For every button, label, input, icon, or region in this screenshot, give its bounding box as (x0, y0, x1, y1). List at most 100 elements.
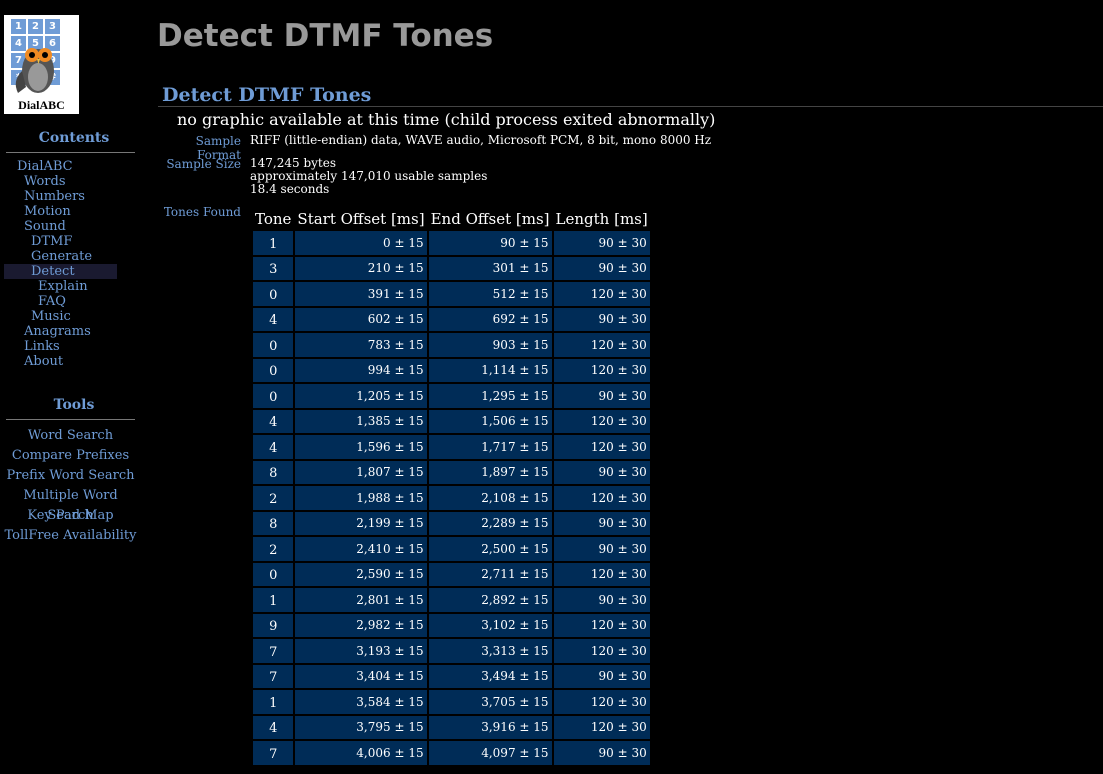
table-row: 1 3,584 ± 15 3,705 ± 15 120 ± 30 (253, 690, 650, 714)
keypad-key: 7 (11, 53, 26, 68)
section-title: Detect DTMF Tones (162, 84, 372, 106)
start-offset-cell: 3,404 ± 15 (295, 664, 427, 688)
end-offset-cell: 90 ± 15 (428, 231, 552, 255)
start-offset-cell: 2,199 ± 15 (295, 511, 427, 535)
keypad-key: 6 (45, 36, 60, 51)
length-cell: 120 ± 30 (553, 409, 650, 433)
no-graphic-message: no graphic available at this time (child… (177, 110, 716, 129)
start-offset-cell: 994 ± 15 (295, 358, 427, 382)
end-offset-cell: 2,108 ± 15 (428, 486, 552, 510)
sidebar-item-dialabc[interactable]: DialABC (17, 159, 73, 174)
tool-link-multiple-word-search[interactable]: Multiple Word Search (23, 488, 118, 523)
sample-size-samples: approximately 147,010 usable samples (250, 169, 488, 183)
table-row: 3 210 ± 15 301 ± 15 90 ± 30 (253, 256, 650, 280)
tone-cell: 2 (253, 486, 294, 510)
end-offset-cell: 512 ± 15 (428, 282, 552, 306)
length-cell: 90 ± 30 (553, 231, 650, 255)
table-row: 4 1,385 ± 15 1,506 ± 15 120 ± 30 (253, 409, 650, 433)
length-cell: 90 ± 30 (553, 460, 650, 484)
sidebar-item-explain[interactable]: Explain (38, 279, 88, 294)
length-cell: 120 ± 30 (553, 562, 650, 586)
tone-cell: 0 (253, 333, 294, 357)
end-offset-cell: 692 ± 15 (428, 307, 552, 331)
sidebar-item-links[interactable]: Links (24, 339, 60, 354)
keypad-key: 1 (11, 19, 26, 34)
tool-link-tollfree-availability[interactable]: TollFree Availability (4, 528, 137, 543)
tone-cell: 0 (253, 562, 294, 586)
start-offset-cell: 3,193 ± 15 (295, 639, 427, 663)
table-row: 0 391 ± 15 512 ± 15 120 ± 30 (253, 282, 650, 306)
sample-format-value: RIFF (little-endian) data, WAVE audio, M… (250, 133, 712, 147)
sidebar-item-detect[interactable]: Detect (4, 264, 117, 279)
tone-cell: 7 (253, 664, 294, 688)
tool-link-key-pad-map[interactable]: Key Pad Map (27, 508, 114, 523)
end-offset-cell: 3,313 ± 15 (428, 639, 552, 663)
end-offset-cell: 3,705 ± 15 (428, 690, 552, 714)
table-row: 9 2,982 ± 15 3,102 ± 15 120 ± 30 (253, 613, 650, 637)
page-title: Detect DTMF Tones (157, 18, 494, 54)
tone-cell: 1 (253, 588, 294, 612)
sidebar-item-music[interactable]: Music (31, 309, 71, 324)
tools-divider (6, 419, 135, 420)
table-row: 4 1,596 ± 15 1,717 ± 15 120 ± 30 (253, 435, 650, 459)
keypad-key: 5 (28, 36, 43, 51)
tool-link-compare-prefixes[interactable]: Compare Prefixes (11, 448, 130, 463)
sidebar-item-numbers[interactable]: Numbers (24, 189, 85, 204)
end-offset-cell: 1,717 ± 15 (428, 435, 552, 459)
start-offset-cell: 391 ± 15 (295, 282, 427, 306)
sidebar-item-generate[interactable]: Generate (31, 249, 93, 264)
length-cell: 120 ± 30 (553, 435, 650, 459)
table-row: 0 783 ± 15 903 ± 15 120 ± 30 (253, 333, 650, 357)
tone-cell: 7 (253, 741, 294, 765)
tone-cell: 7 (253, 639, 294, 663)
contents-nav: DialABC Words Numbers Motion Sound DTMF Genera… (0, 159, 148, 369)
sidebar-item-motion[interactable]: Motion (24, 204, 71, 219)
start-offset-cell: 1,205 ± 15 (295, 384, 427, 408)
start-offset-cell: 1,807 ± 15 (295, 460, 427, 484)
tone-cell: 8 (253, 460, 294, 484)
table-row: 7 4,006 ± 15 4,097 ± 15 90 ± 30 (253, 741, 650, 765)
table-row: 1 2,801 ± 15 2,892 ± 15 90 ± 30 (253, 588, 650, 612)
start-offset-cell: 2,590 ± 15 (295, 562, 427, 586)
start-offset-cell: 2,801 ± 15 (295, 588, 427, 612)
sample-size-duration: 18.4 seconds (250, 182, 330, 196)
sidebar-item-anagrams[interactable]: Anagrams (24, 324, 91, 339)
sidebar-item-sound[interactable]: Sound (24, 219, 66, 234)
tone-cell: 9 (253, 613, 294, 637)
contents-heading: Contents (38, 130, 110, 146)
sample-format-label: Sample Format (195, 134, 241, 162)
tools-nav: Word Search Compare Prefixes Prefix Word S… (0, 426, 141, 546)
start-offset-cell: 2,982 ± 15 (295, 613, 427, 637)
length-cell: 120 ± 30 (553, 486, 650, 510)
tool-link-word-search[interactable]: Word Search (27, 428, 114, 443)
header-tone: Tone (253, 209, 294, 229)
sidebar-item-faq[interactable]: FAQ (38, 294, 66, 309)
tone-cell: 3 (253, 256, 294, 280)
length-cell: 120 ± 30 (553, 690, 650, 714)
header-length: Length [ms] (553, 209, 650, 229)
sidebar-item-about[interactable]: About (24, 354, 64, 369)
start-offset-cell: 1,385 ± 15 (295, 409, 427, 433)
start-offset-cell: 210 ± 15 (295, 256, 427, 280)
sidebar: Contents DialABC Words Numbers Motion Sound D… (0, 130, 148, 546)
tone-cell: 0 (253, 282, 294, 306)
end-offset-cell: 301 ± 15 (428, 256, 552, 280)
keypad-key: 4 (11, 36, 26, 51)
length-cell: 90 ± 30 (553, 307, 650, 331)
end-offset-cell: 3,494 ± 15 (428, 664, 552, 688)
tool-link-prefix-word-search[interactable]: Prefix Word Search (6, 468, 135, 483)
dialabc-logo[interactable]: 123456789*0# DialABC (4, 15, 79, 114)
tone-cell: 2 (253, 537, 294, 561)
table-row: 8 1,807 ± 15 1,897 ± 15 90 ± 30 (253, 460, 650, 484)
table-row: 4 602 ± 15 692 ± 15 90 ± 30 (253, 307, 650, 331)
table-row: 0 994 ± 15 1,114 ± 15 120 ± 30 (253, 358, 650, 382)
length-cell: 90 ± 30 (553, 664, 650, 688)
contents-divider (6, 152, 135, 153)
sidebar-item-dtmf[interactable]: DTMF (31, 234, 73, 249)
tone-cell: 1 (253, 231, 294, 255)
sidebar-item-words[interactable]: Words (24, 174, 66, 189)
end-offset-cell: 2,500 ± 15 (428, 537, 552, 561)
table-header-row: Tone Start Offset [ms] End Offset [ms] L… (253, 209, 650, 229)
sample-size-bytes: 147,245 bytes (250, 156, 336, 170)
